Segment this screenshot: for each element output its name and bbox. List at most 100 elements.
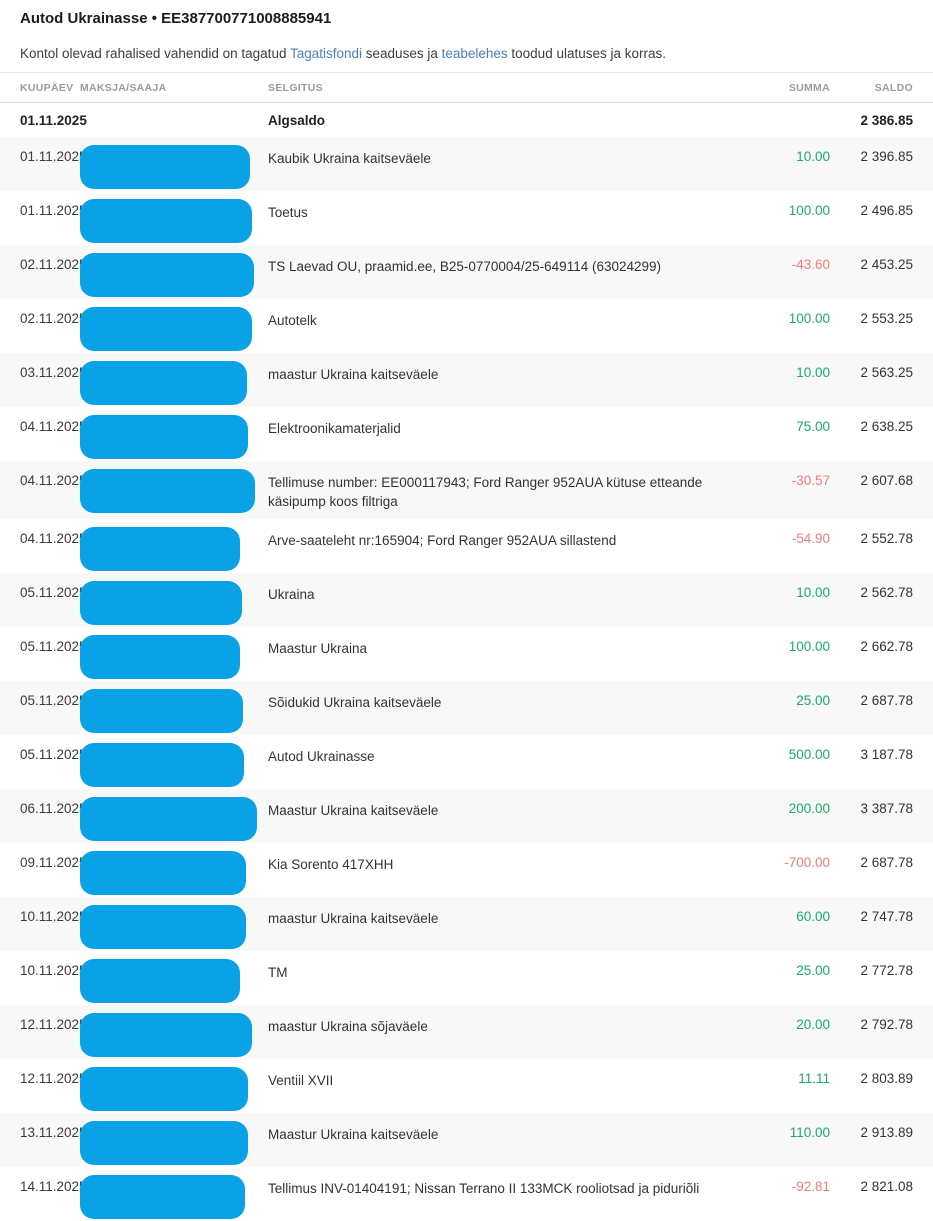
transaction-row[interactable]: 04.11.2025 Elektroonikamaterjalid 75.00 2 6… — [0, 407, 933, 461]
transaction-date: 04.11.2025 — [20, 531, 87, 546]
transaction-row[interactable]: 09.11.2025 Kia Sorento 417XHH -700.00 2 687… — [0, 843, 933, 897]
teabeleht-link[interactable]: teabelehes — [441, 46, 508, 61]
transaction-description: Sõidukid Ukraina kaitseväele — [268, 695, 442, 710]
transaction-row[interactable]: 12.11.2025 Ventiil XVII 11.11 2 803.89 — [0, 1059, 933, 1113]
payer-cell — [80, 843, 268, 895]
transaction-balance: 2 552.78 — [860, 531, 913, 546]
transaction-date: 05.11.2025 — [20, 585, 87, 600]
transaction-description: Autod Ukrainasse — [268, 749, 375, 764]
transaction-row[interactable]: 14.11.2025 Tellimus INV-01404191; Nissan … — [0, 1167, 933, 1221]
transaction-row[interactable]: 12.11.2025 maastur Ukraina sõjaväele 20.00… — [0, 1005, 933, 1059]
transaction-row[interactable]: 05.11.2025 Maastur Ukraina 100.00 2 662.78 — [0, 627, 933, 681]
transaction-date: 05.11.2025 — [20, 639, 87, 654]
transaction-row[interactable]: 03.11.2025 maastur Ukraina kaitseväele 10.… — [0, 353, 933, 407]
redacted-payer-blob — [80, 959, 240, 1003]
payer-cell — [80, 461, 268, 513]
payer-cell — [80, 353, 268, 405]
page-title: Autod Ukrainasse • EE387700771008885941 — [20, 10, 332, 27]
transaction-amount: -43.60 — [791, 257, 830, 272]
payer-cell — [80, 407, 268, 459]
transaction-row[interactable]: 02.11.2025 Autotelk 100.00 2 553.25 — [0, 299, 933, 353]
payer-cell — [80, 1113, 268, 1165]
transaction-balance: 3 387.78 — [860, 801, 913, 816]
transaction-balance: 3 187.78 — [860, 747, 913, 762]
transaction-balance: 2 803.89 — [860, 1071, 913, 1086]
transaction-row[interactable]: 06.11.2025 Maastur Ukraina kaitseväele 200… — [0, 789, 933, 843]
transaction-date: 12.11.2025 — [20, 1071, 87, 1086]
transaction-date: 05.11.2025 — [20, 747, 87, 762]
transaction-description: TS Laevad OU, praamid.ee, B25-0770004/25… — [268, 259, 662, 274]
opening-balance-value: 2 386.85 — [860, 112, 913, 128]
transaction-description: TM — [268, 965, 288, 980]
transaction-date: 01.11.2025 — [20, 149, 87, 164]
redacted-payer-blob — [80, 307, 252, 351]
transaction-row[interactable]: 13.11.2025 Maastur Ukraina kaitseväele 110… — [0, 1113, 933, 1167]
transaction-date: 03.11.2025 — [20, 365, 87, 380]
transaction-balance: 2 563.25 — [860, 365, 913, 380]
notice-text-suffix: toodud ulatuses ja korras. — [507, 46, 666, 61]
redacted-payer-blob — [80, 527, 240, 571]
redacted-payer-blob — [80, 1013, 252, 1057]
payer-cell — [80, 573, 268, 625]
transaction-balance: 2 453.25 — [860, 257, 913, 272]
transaction-description: maastur Ukraina sõjaväele — [268, 1019, 428, 1034]
transaction-amount: 200.00 — [788, 801, 830, 816]
transaction-description: Kaubik Ukraina kaitseväele — [268, 151, 431, 166]
transaction-amount: 500.00 — [788, 747, 830, 762]
transaction-balance: 2 553.25 — [860, 311, 913, 326]
transaction-amount: 20.00 — [796, 1017, 830, 1032]
transaction-date: 10.11.2025 — [20, 963, 87, 978]
transaction-row[interactable]: 05.11.2025 Ukraina 10.00 2 562.78 — [0, 573, 933, 627]
transaction-amount: 110.00 — [789, 1125, 830, 1140]
transaction-row[interactable]: 10.11.2025 TM 25.00 2 772.78 — [0, 951, 933, 1005]
tagatisfond-link[interactable]: Tagatisfondi — [289, 46, 363, 61]
redacted-payer-blob — [80, 415, 248, 459]
payer-cell — [80, 191, 268, 243]
opening-balance-date: 01.11.2025 — [20, 112, 87, 128]
column-header-balance: SALDO — [874, 81, 913, 94]
transaction-description: Kia Sorento 417XHH — [268, 857, 394, 872]
payer-cell — [80, 951, 268, 1003]
transaction-row[interactable]: 01.11.2025 Kaubik Ukraina kaitseväele 10.0… — [0, 137, 933, 191]
transaction-description: Elektroonikamaterjalid — [268, 421, 401, 436]
transaction-rows: 01.11.2025 Kaubik Ukraina kaitseväele 10.0… — [0, 137, 933, 1221]
transaction-row[interactable]: 04.11.2025 Tellimuse number: EE000117943;… — [0, 461, 933, 519]
transaction-row[interactable]: 02.11.2025 TS Laevad OU, praamid.ee, B25-… — [0, 245, 933, 299]
column-header-date: KUUPÄEV — [20, 81, 74, 94]
notice-text-middle: seaduses ja — [362, 46, 442, 61]
transaction-amount: 100.00 — [788, 639, 830, 654]
transaction-row[interactable]: 04.11.2025 Arve-saateleht nr:165904; Ford… — [0, 519, 933, 573]
transaction-description: maastur Ukraina kaitseväele — [268, 367, 439, 382]
transaction-amount: 11.11 — [798, 1071, 830, 1086]
transaction-row[interactable]: 05.11.2025 Autod Ukrainasse 500.00 3 187.78 — [0, 735, 933, 789]
redacted-payer-blob — [80, 469, 255, 513]
transaction-balance: 2 687.78 — [860, 693, 913, 708]
transaction-row[interactable]: 01.11.2025 Toetus 100.00 2 496.85 — [0, 191, 933, 245]
redacted-payer-blob — [80, 199, 252, 243]
transaction-balance: 2 913.89 — [860, 1125, 913, 1140]
transaction-row[interactable]: 05.11.2025 Sõidukid Ukraina kaitseväele 25… — [0, 681, 933, 735]
payer-cell — [80, 245, 268, 297]
transaction-date: 02.11.2025 — [20, 257, 87, 272]
transaction-date: 13.11.2025 — [20, 1125, 87, 1140]
opening-balance-label: Algsaldo — [268, 112, 326, 128]
redacted-payer-blob — [80, 1067, 248, 1111]
transaction-balance: 2 662.78 — [860, 639, 913, 654]
redacted-payer-blob — [80, 361, 247, 405]
transaction-amount: 75.00 — [796, 419, 830, 434]
transaction-date: 14.11.2025 — [20, 1179, 87, 1194]
transaction-balance: 2 772.78 — [860, 963, 913, 978]
transaction-description: Ventiil XVII — [268, 1073, 334, 1088]
payer-cell — [80, 897, 268, 949]
transaction-balance: 2 638.25 — [860, 419, 913, 434]
redacted-payer-blob — [80, 851, 246, 895]
payer-cell — [80, 137, 268, 189]
column-header-description: SELGITUS — [268, 81, 323, 94]
transaction-row[interactable]: 10.11.2025 maastur Ukraina kaitseväele 60.… — [0, 897, 933, 951]
transaction-description: Tellimus INV-01404191; Nissan Terrano II… — [268, 1181, 700, 1196]
transaction-balance: 2 792.78 — [860, 1017, 913, 1032]
transaction-amount: 100.00 — [788, 203, 830, 218]
transaction-date: 02.11.2025 — [20, 311, 87, 326]
transaction-balance: 2 562.78 — [860, 585, 913, 600]
transaction-date: 12.11.2025 — [20, 1017, 87, 1032]
